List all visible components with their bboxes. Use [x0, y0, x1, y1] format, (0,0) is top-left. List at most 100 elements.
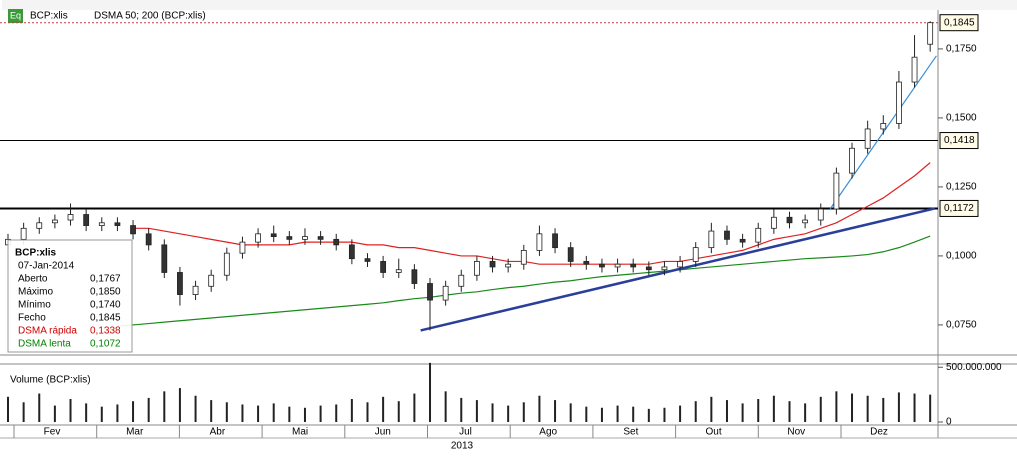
candle-body: [505, 263, 512, 268]
symbol[interactable]: BCP:xlis: [30, 11, 68, 22]
volume-bar: [788, 401, 791, 422]
volume-bar: [616, 405, 619, 422]
candle-body: [599, 263, 605, 268]
volume-bar: [679, 405, 682, 422]
candle-body: [83, 214, 90, 226]
level-label: 0,1172: [944, 203, 974, 214]
volume-bar: [475, 400, 478, 422]
last-box: [939, 14, 979, 32]
info-label: DSMA rápida: [18, 326, 77, 337]
volume-bar: [85, 403, 88, 422]
candle-body: [489, 261, 496, 268]
volume-bar: [663, 407, 666, 422]
last-label: 0,1845: [944, 17, 975, 28]
candle-body: [270, 233, 277, 237]
volume-title[interactable]: Volume (BCP:xlis): [10, 375, 91, 386]
info-value: 0,1072: [90, 339, 121, 350]
volume-bar: [272, 403, 275, 422]
candle-body: [708, 230, 715, 249]
volume-bar: [554, 400, 557, 422]
y-tick-label: 0,1500: [946, 113, 977, 124]
volume-bar: [303, 407, 306, 422]
info-value: 0,1767: [90, 274, 121, 285]
volume-bar: [600, 407, 603, 422]
volume-bar: [491, 403, 494, 422]
volume-bar: [757, 399, 760, 422]
ma-line: [117, 235, 931, 327]
y-tick-label: 0,0750: [946, 320, 977, 331]
candle-body: [692, 247, 699, 262]
candle-body: [442, 285, 449, 301]
volume-bar: [335, 404, 338, 422]
ma-line: [133, 162, 931, 265]
candle-body: [614, 263, 621, 268]
volume-bar: [225, 402, 228, 422]
level-box: [939, 199, 979, 217]
candle-body: [317, 236, 324, 240]
candle-body: [145, 233, 152, 246]
candle-body: [67, 214, 74, 221]
volume-bar: [538, 395, 541, 422]
volume-bar: [38, 393, 41, 422]
y-tick-label: 0: [946, 417, 952, 428]
x-tick-label: Fev: [44, 427, 61, 438]
x-tick-label: Out: [706, 427, 722, 438]
info-box: BCP:xlis 07-Jan-2014 Aberto 0,1767 Máximo 0,1…: [7, 239, 133, 353]
candle-body: [724, 230, 730, 240]
info-label: Aberto: [18, 274, 48, 285]
candle-body: [786, 216, 793, 224]
candle-body: [739, 238, 746, 243]
trend-line: [420, 207, 936, 332]
volume-bar: [100, 406, 103, 422]
volume-bar: [429, 362, 432, 422]
x-tick-label: Abr: [210, 427, 226, 438]
candle-body: [864, 128, 871, 149]
volume-bar: [132, 401, 135, 422]
volume-bar: [569, 403, 572, 422]
candle-body: [333, 238, 340, 246]
y-tick-label: 0,1250: [946, 182, 977, 193]
volume-bar: [382, 396, 385, 422]
x-tick-label: Mar: [126, 427, 144, 438]
candle-body: [645, 266, 652, 271]
candle-body: [411, 269, 418, 284]
candle-body: [817, 208, 824, 221]
y-tick-label: 0,1750: [946, 44, 977, 55]
x-tick-label: Ago: [539, 427, 557, 438]
volume-bar: [772, 395, 775, 422]
candle-body: [177, 272, 183, 295]
level-box: [939, 132, 979, 150]
volume-bar: [929, 394, 932, 422]
candle-body: [583, 261, 590, 265]
candle-body: [536, 233, 543, 251]
candle-body: [661, 266, 668, 271]
info-box-bg: [7, 239, 133, 353]
level-label: 0,1418: [944, 135, 975, 146]
candle-body: [770, 216, 777, 229]
info-label: Mínimo: [18, 300, 51, 311]
candle-body: [98, 222, 105, 226]
volume-bar: [163, 391, 166, 422]
volume-bar: [632, 406, 635, 422]
badge[interactable]: [8, 9, 23, 23]
candle-body: [255, 233, 261, 243]
volume-bar: [835, 391, 838, 422]
volume-bar: [366, 402, 369, 422]
candle-body: [380, 261, 387, 273]
candle-body: [896, 81, 902, 124]
candle-body: [51, 219, 58, 224]
info-value: 0,1740: [90, 300, 121, 311]
candle-body: [208, 274, 215, 287]
volume-bar: [866, 395, 869, 422]
indicator[interactable]: DSMA 50; 200 (BCP:xlis): [94, 11, 206, 22]
volume-bar: [647, 408, 650, 422]
volume-bar: [897, 392, 900, 422]
candle-body: [395, 269, 402, 273]
x-tick-label: Mai: [292, 427, 308, 438]
badge-text: Eq: [10, 10, 21, 20]
info-label: DSMA lenta: [18, 339, 71, 350]
candle-body: [192, 285, 199, 295]
candle-body: [520, 249, 527, 265]
